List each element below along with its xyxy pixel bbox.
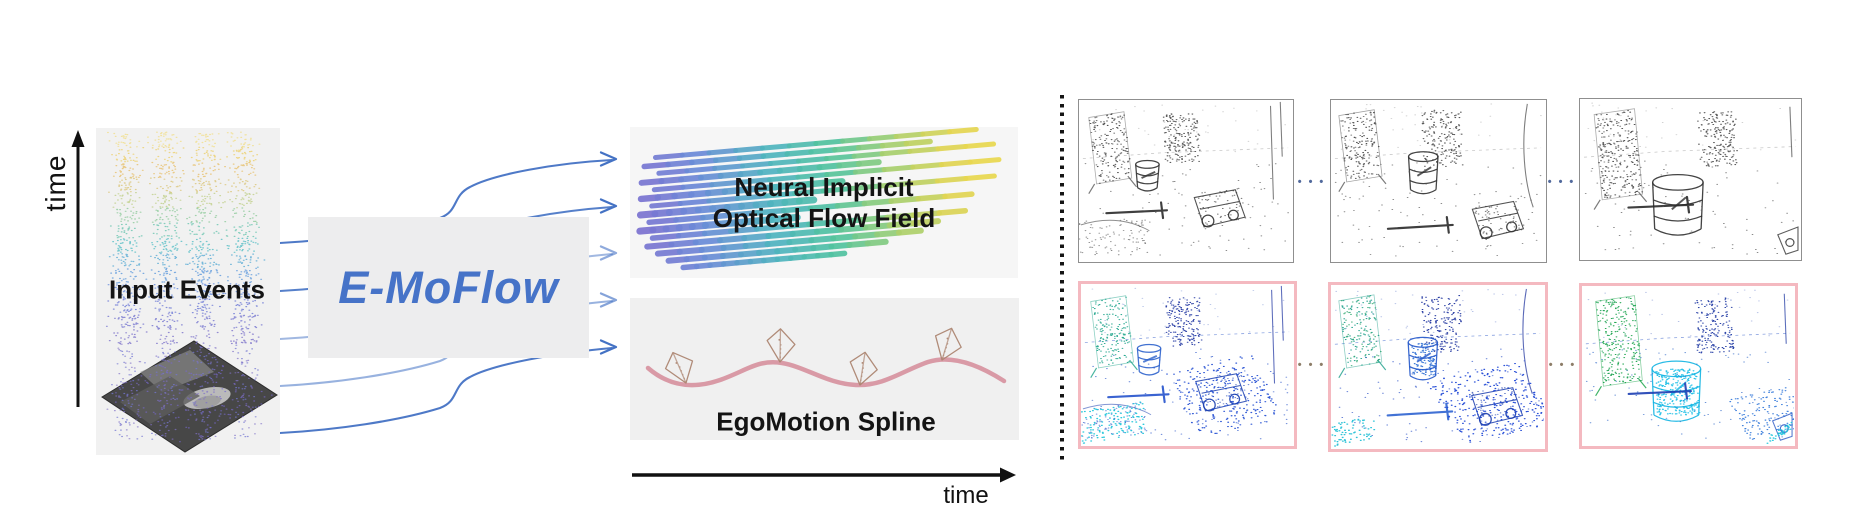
ellipsis-top-1: ••• xyxy=(1297,176,1331,188)
flow-frame-bottom-3-image xyxy=(1585,289,1794,444)
event-frame-top-3-image xyxy=(1584,102,1799,255)
optical-flow-field-box xyxy=(630,127,1018,278)
event-frame-top-1 xyxy=(1078,99,1294,263)
optical-flow-field-title-line1: Neural Implicit xyxy=(734,172,914,202)
egomotion-spline-label: EgoMotion Spline xyxy=(716,406,936,437)
dotted-divider-line xyxy=(1060,95,1064,461)
horizontal-time-axis-label: time xyxy=(943,482,989,509)
flow-frame-bottom-2-image xyxy=(1331,288,1544,447)
emoflow-module-label: E-MoFlow xyxy=(338,261,559,313)
flow-frame-bottom-3 xyxy=(1579,283,1798,449)
emoflow-module-box: E-MoFlow xyxy=(308,217,589,358)
event-frame-top-2 xyxy=(1330,99,1547,263)
input-events-label: Input Events xyxy=(108,274,266,305)
flow-frame-bottom-2 xyxy=(1328,282,1548,452)
flow-frame-bottom-1-image xyxy=(1081,285,1290,444)
event-point-cloud xyxy=(101,131,278,453)
vertical-time-axis-label: time xyxy=(40,154,71,212)
event-frame-top-2-image xyxy=(1334,103,1542,257)
egomotion-spline-box xyxy=(630,298,1019,440)
optical-flow-streamlines xyxy=(636,127,1002,271)
input-events-panel xyxy=(96,128,280,455)
optical-flow-field-title-line2: Optical Flow Field xyxy=(712,203,936,233)
event-frame-top-1-image xyxy=(1079,101,1289,256)
ellipsis-top-2: ••• xyxy=(1547,176,1581,188)
flow-frame-bottom-1 xyxy=(1078,281,1297,449)
optical-flow-field-title: Neural Implicit Optical Flow Field xyxy=(713,172,935,234)
egomotion-spline-drawing xyxy=(645,327,1007,388)
ellipsis-bottom-1: ••• xyxy=(1297,359,1331,371)
ellipsis-bottom-2: ••• xyxy=(1548,359,1582,371)
event-frame-top-3 xyxy=(1579,98,1802,261)
